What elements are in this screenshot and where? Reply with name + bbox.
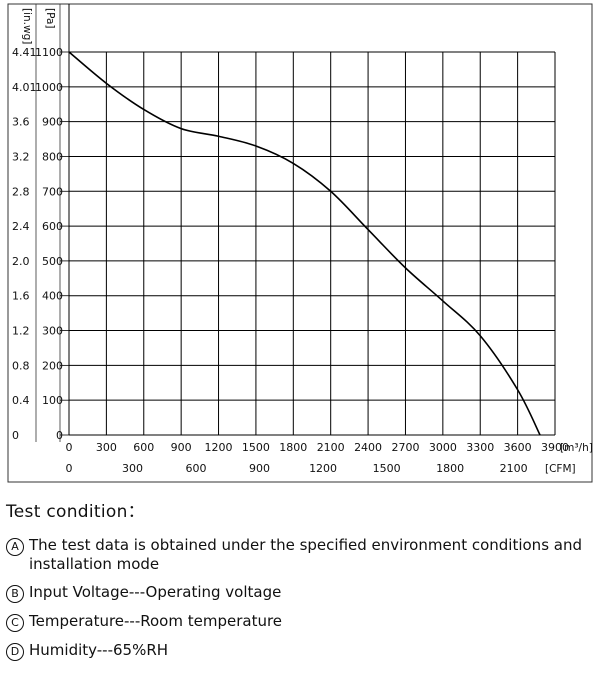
condition-item-b: B Input Voltage---Operating voltage: [6, 583, 596, 603]
condition-text: Temperature---Room temperature: [29, 612, 283, 630]
y-tick-label-pa: 400: [42, 290, 63, 303]
x-tick-label-m3h: 1200: [205, 441, 233, 454]
test-conditions: Test condition： A The test data is obtai…: [6, 497, 596, 670]
x-tick-label-m3h: 2400: [354, 441, 382, 454]
y-unit-label-inwg: [in.wg]: [21, 8, 33, 44]
y-tick-label-inwg: 0.8: [12, 359, 30, 372]
x-tick-label-m3h: 3900: [541, 441, 569, 454]
pressure-flow-curve: [68, 51, 541, 436]
y-tick-label-inwg: 2.4: [12, 220, 30, 233]
x-tick-label-m3h: 300: [96, 441, 117, 454]
y-tick-label-inwg: 3.6: [12, 116, 30, 129]
x-unit-label-cfm: [CFM]: [545, 463, 576, 475]
condition-item-c: C Temperature---Room temperature: [6, 612, 596, 632]
x-tick-label-m3h: 3000: [429, 441, 457, 454]
x-unit-label-m3h: [m³/h]: [560, 442, 593, 454]
x-tick-label-m3h: 0: [66, 441, 73, 454]
y-tick-label-pa: 800: [42, 150, 63, 163]
circled-letter-c-icon: C: [6, 614, 24, 632]
y-tick-label-pa: 600: [42, 220, 63, 233]
pq-chart: 0 300 600 900 1200 1500 1800 2100 2400 2700 3000 33…: [7, 3, 593, 483]
x-tick-label-m3h: 900: [171, 441, 192, 454]
y-tick-label-pa: 1100: [35, 46, 63, 59]
x-tick-label-m3h: 600: [133, 441, 154, 454]
circled-letter-b-icon: B: [6, 585, 24, 603]
y-tick-label-pa: 500: [42, 255, 63, 268]
circled-letter-d-icon: D: [6, 643, 24, 661]
y-tick-label-inwg: 4.41: [12, 46, 37, 59]
y-tick-label-inwg: 3.2: [12, 150, 30, 163]
condition-text: The test data is obtained under the spec…: [29, 536, 582, 573]
x-tick-label-cfm: 900: [249, 462, 270, 475]
y-tick-label-pa: 200: [42, 359, 63, 372]
chart-frame: [7, 3, 593, 483]
x-tick-label-m3h: 3600: [504, 441, 532, 454]
x-tick-label-cfm: 0: [66, 462, 73, 475]
y-tick-label-inwg: 2.0: [12, 255, 30, 268]
x-tick-label-cfm: 1200: [309, 462, 337, 475]
x-tick-label-m3h: 1500: [242, 441, 270, 454]
x-tick-label-m3h: 2700: [391, 441, 419, 454]
y-tick-label-inwg: 1.2: [12, 325, 30, 338]
x-tick-label-cfm: 1800: [436, 462, 464, 475]
y-unit-label-pa: [Pa]: [44, 8, 56, 29]
x-tick-label-cfm: 300: [122, 462, 143, 475]
condition-item-d: D Humidity---65%RH: [6, 641, 596, 661]
y-tick-label-pa: 300: [42, 325, 63, 338]
condition-text: Humidity---65%RH: [29, 641, 169, 659]
x-tick-label-cfm: 600: [186, 462, 207, 475]
y-tick-label-inwg: 4.01: [12, 81, 37, 94]
condition-item-a: A The test data is obtained under the sp…: [6, 536, 596, 574]
x-tick-label-cfm: 1500: [373, 462, 401, 475]
y-tick-label-inwg: 0: [12, 429, 19, 442]
y-tick-label-inwg: 0.4: [12, 394, 30, 407]
y-tick-label-pa: 900: [42, 116, 63, 129]
x-tick-label-m3h: 2100: [317, 441, 345, 454]
x-tick-label-m3h: 1800: [279, 441, 307, 454]
y-tick-label-pa: 100: [42, 394, 63, 407]
y-tick-label-pa: 700: [42, 185, 63, 198]
y-tick-label-inwg: 1.6: [12, 290, 30, 303]
x-tick-label-cfm: 2100: [500, 462, 528, 475]
conditions-title: Test condition：: [6, 502, 145, 522]
circled-letter-a-icon: A: [6, 538, 24, 556]
condition-text: Input Voltage---Operating voltage: [29, 583, 282, 601]
y-tick-label-inwg: 2.8: [12, 185, 30, 198]
y-tick-label-pa: 1000: [35, 81, 63, 94]
x-tick-label-m3h: 3300: [466, 441, 494, 454]
y-tick-label-pa: 0: [56, 429, 63, 442]
